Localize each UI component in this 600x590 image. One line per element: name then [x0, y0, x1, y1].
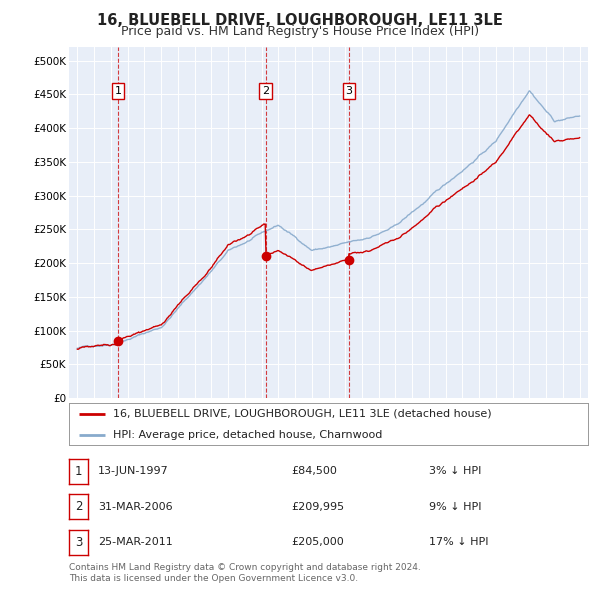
Text: 1: 1 [115, 86, 122, 96]
Text: 1: 1 [75, 465, 82, 478]
Text: 3: 3 [346, 86, 352, 96]
Text: 9% ↓ HPI: 9% ↓ HPI [429, 502, 482, 512]
Text: 16, BLUEBELL DRIVE, LOUGHBOROUGH, LE11 3LE: 16, BLUEBELL DRIVE, LOUGHBOROUGH, LE11 3… [97, 13, 503, 28]
Text: 17% ↓ HPI: 17% ↓ HPI [429, 537, 488, 547]
Text: 3: 3 [75, 536, 82, 549]
Text: 31-MAR-2006: 31-MAR-2006 [98, 502, 172, 512]
Text: 2: 2 [262, 86, 269, 96]
Text: HPI: Average price, detached house, Charnwood: HPI: Average price, detached house, Char… [113, 430, 382, 440]
Text: 2: 2 [75, 500, 82, 513]
Text: £209,995: £209,995 [291, 502, 344, 512]
Text: £205,000: £205,000 [291, 537, 344, 547]
Text: 3% ↓ HPI: 3% ↓ HPI [429, 467, 481, 476]
Text: 25-MAR-2011: 25-MAR-2011 [98, 537, 173, 547]
Text: £84,500: £84,500 [291, 467, 337, 476]
Text: 16, BLUEBELL DRIVE, LOUGHBOROUGH, LE11 3LE (detached house): 16, BLUEBELL DRIVE, LOUGHBOROUGH, LE11 3… [113, 409, 492, 418]
Text: 13-JUN-1997: 13-JUN-1997 [98, 467, 169, 476]
Text: Contains HM Land Registry data © Crown copyright and database right 2024.
This d: Contains HM Land Registry data © Crown c… [69, 563, 421, 583]
Text: Price paid vs. HM Land Registry's House Price Index (HPI): Price paid vs. HM Land Registry's House … [121, 25, 479, 38]
